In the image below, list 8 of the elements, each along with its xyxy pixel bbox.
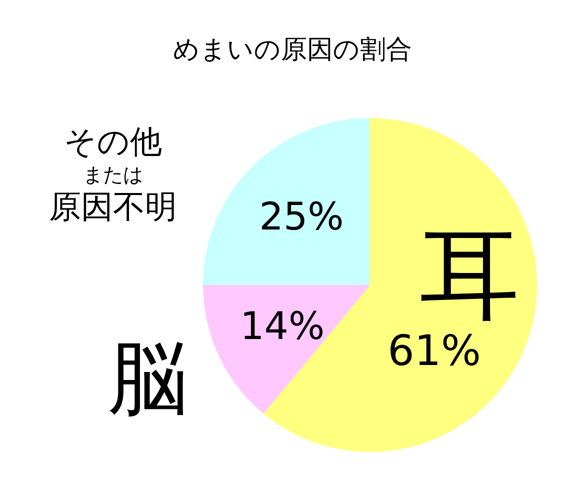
- slice-label: その他または原因不明: [49, 122, 177, 226]
- pie-slice: [203, 118, 370, 285]
- data-label: 25%: [259, 194, 344, 239]
- slice-label: 脳: [108, 332, 188, 425]
- pie-slice: [203, 285, 370, 414]
- data-label: 14%: [240, 304, 325, 348]
- chart-title: めまいの原因の割合: [173, 35, 412, 65]
- slice: 25% その他または原因不明: [49, 118, 370, 285]
